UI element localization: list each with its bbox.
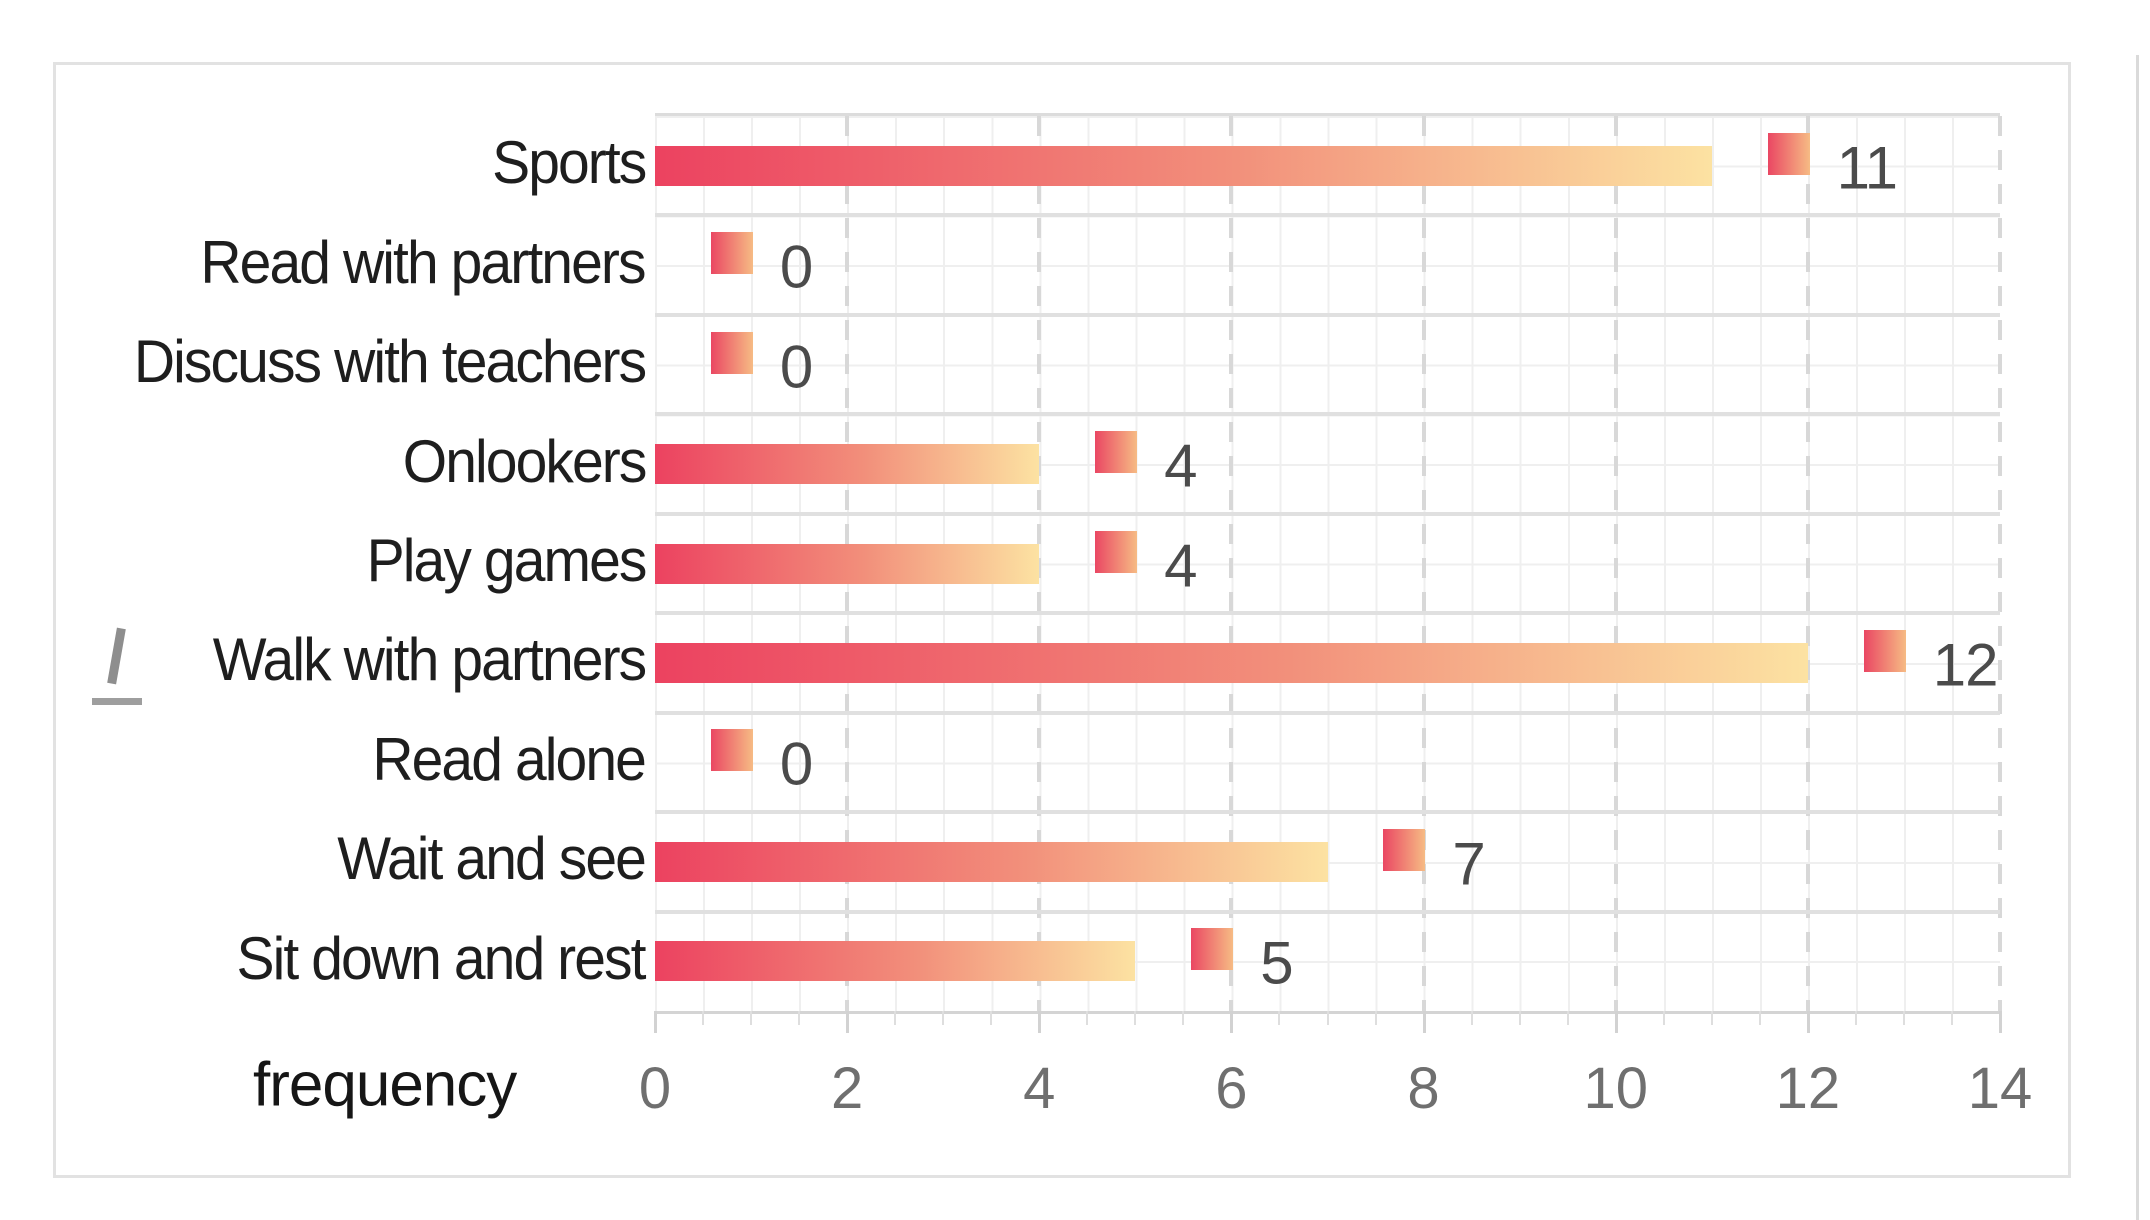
- x-axis-tick-minor: [1950, 1011, 1953, 1025]
- data-label: 7: [1452, 830, 1485, 898]
- x-axis-tick-minor: [1086, 1011, 1089, 1025]
- gridline-horizontal-separator: [655, 810, 2000, 815]
- annotation-mark-underline: [92, 698, 142, 705]
- x-axis-tick-minor: [942, 1011, 945, 1025]
- data-point-marker: [1095, 431, 1138, 474]
- x-axis-tick-minor: [750, 1011, 753, 1025]
- x-axis-tick-minor: [1134, 1011, 1137, 1025]
- data-point-marker: [1191, 928, 1234, 971]
- data-label: 0: [779, 233, 813, 301]
- data-point-marker: [710, 331, 753, 374]
- x-axis-tick-minor: [894, 1011, 897, 1025]
- x-axis-tick-minor: [1758, 1011, 1761, 1025]
- x-axis-tick-major: [1614, 1011, 1618, 1033]
- category-label: Walk with partners: [212, 626, 647, 694]
- gridline-horizontal-separator: [655, 213, 2000, 218]
- gridline-vertical-major: [1805, 116, 1810, 1011]
- x-axis-tick-label: 2: [831, 1056, 864, 1121]
- x-axis-tick-minor: [1326, 1011, 1329, 1025]
- x-axis-tick-major: [1422, 1011, 1426, 1033]
- data-label: 5: [1260, 929, 1293, 997]
- x-axis-tick-label: 10: [1583, 1056, 1648, 1121]
- gridline-vertical-major: [1229, 116, 1234, 1011]
- x-axis-tick-minor: [1854, 1011, 1857, 1025]
- gridline-vertical-major: [1613, 116, 1618, 1011]
- bar: [655, 444, 1040, 485]
- x-axis-tick-minor: [702, 1011, 705, 1025]
- x-axis-tick-major: [1806, 1011, 1810, 1033]
- x-axis-title: frequency: [253, 1050, 517, 1120]
- x-axis-tick-label: 0: [638, 1056, 672, 1121]
- x-axis-tick-minor: [1566, 1011, 1569, 1025]
- plot-area: 11 0 0 4 4 12 0 7 5: [655, 113, 2002, 1014]
- x-axis-tick-label: 4: [1023, 1056, 1056, 1121]
- category-label: Read alone: [372, 725, 646, 793]
- x-axis-tick-minor: [1470, 1011, 1473, 1025]
- gridline-vertical-major: [1037, 116, 1042, 1011]
- data-point-marker: [1863, 629, 1906, 672]
- bar: [655, 941, 1136, 982]
- bar: [655, 841, 1328, 882]
- bar: [655, 543, 1040, 584]
- category-label: Onlookers: [402, 427, 647, 495]
- x-axis-tick-major: [1999, 1011, 2002, 1033]
- x-axis-tick-major: [1038, 1011, 1042, 1033]
- category-label: Discuss with teachers: [133, 328, 647, 396]
- bar: [655, 642, 1808, 683]
- x-axis-tick-minor: [1518, 1011, 1521, 1025]
- x-axis-tick-major: [654, 1011, 657, 1033]
- x-axis-tick-minor: [1902, 1011, 1905, 1025]
- category-label: Wait and see: [337, 825, 647, 893]
- x-axis-tick-minor: [1374, 1011, 1377, 1025]
- gridline-horizontal-separator: [655, 511, 2000, 516]
- category-label: Sports: [491, 129, 647, 197]
- x-axis-tick-minor: [1710, 1011, 1713, 1025]
- data-label: 0: [779, 333, 813, 401]
- data-point-marker: [1095, 530, 1138, 573]
- data-point-marker: [710, 232, 753, 275]
- data-label: 11: [1836, 134, 1898, 202]
- gridline-vertical-major: [1421, 116, 1426, 1011]
- x-axis-tick-major: [846, 1011, 850, 1033]
- gridline-horizontal-separator: [655, 710, 2000, 715]
- category-label: Play games: [366, 526, 647, 594]
- data-point-marker: [1383, 828, 1426, 871]
- x-axis-tick-minor: [1662, 1011, 1665, 1025]
- x-axis-tick-minor: [798, 1011, 801, 1025]
- x-axis-tick-minor: [1278, 1011, 1281, 1025]
- x-axis-tick-minor: [990, 1011, 993, 1025]
- data-label: 12: [1932, 631, 1999, 699]
- x-axis-tick-label: 6: [1215, 1056, 1248, 1121]
- data-label: 4: [1164, 532, 1197, 599]
- page-edge-divider: [2136, 55, 2139, 1220]
- gridline-horizontal-separator: [655, 611, 2000, 616]
- data-point-marker: [710, 729, 753, 772]
- gridline-vertical-major: [1998, 116, 2002, 1011]
- x-axis-tick-label: 12: [1775, 1056, 1841, 1121]
- bar: [655, 145, 1712, 186]
- data-point-marker: [1767, 132, 1810, 175]
- data-label: 0: [779, 730, 813, 798]
- category-label: Sit down and rest: [236, 924, 647, 992]
- x-axis-tick-major: [1230, 1011, 1234, 1033]
- x-axis-tick-label: 14: [1967, 1056, 2033, 1121]
- gridline-horizontal-separator: [655, 909, 2000, 914]
- x-axis-tick-label: 8: [1407, 1056, 1440, 1121]
- data-label: 4: [1164, 432, 1197, 500]
- category-label: Read with partners: [200, 228, 647, 296]
- gridline-horizontal-separator: [655, 412, 2000, 417]
- x-axis-tick-minor: [1182, 1011, 1185, 1025]
- gridline-horizontal-separator: [655, 312, 2000, 317]
